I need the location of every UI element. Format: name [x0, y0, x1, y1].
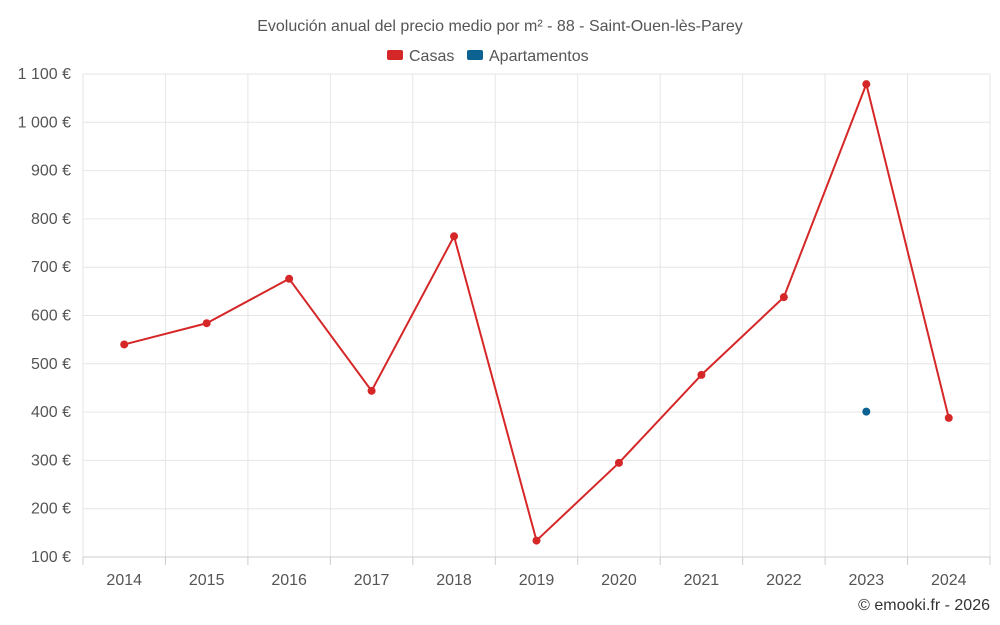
legend-label-apartamentos: Apartamentos [489, 48, 589, 65]
x-axis: 2014 2015 2016 2017 2018 2019 2020 2021 2022 2023… [82, 556, 991, 589]
data-point-casas [944, 413, 953, 422]
x-tick-label: 2024 [931, 572, 967, 589]
y-tick-label: 100 € [31, 549, 71, 566]
y-tick-label: 1 100 € [18, 66, 71, 83]
x-tick-label: 2016 [271, 572, 307, 589]
x-tick-label: 2023 [849, 572, 885, 589]
y-tick-label: 200 € [31, 501, 71, 518]
legend-swatch-apartamentos [467, 50, 483, 60]
x-tick-label: 2022 [766, 572, 802, 589]
data-point-casas [697, 370, 706, 379]
y-tick-label: 900 € [31, 163, 71, 180]
y-tick-label: 400 € [31, 404, 71, 421]
y-tick-label: 700 € [31, 259, 71, 276]
y-tick-label: 500 € [31, 356, 71, 373]
y-axis: 100 € 200 € 300 € 400 € 500 € 600 € 700 € 800 €… [18, 66, 71, 566]
data-point-casas [367, 386, 376, 395]
y-tick-label: 800 € [31, 211, 71, 228]
data-point-casas [614, 458, 623, 467]
grid [82, 73, 991, 557]
data-point-casas [779, 293, 788, 302]
data-point-casas [285, 274, 294, 283]
data-point-casas [120, 340, 129, 349]
y-tick-label: 600 € [31, 308, 71, 325]
y-tick-label: 1 000 € [18, 114, 71, 131]
data-point-apartamentos [862, 407, 871, 416]
data-point-casas [862, 80, 871, 89]
data-point-casas [450, 232, 459, 241]
x-tick-label: 2021 [684, 572, 720, 589]
legend-swatch-casas [387, 50, 403, 60]
legend: Casas Apartamentos [387, 48, 589, 65]
legend-label-casas: Casas [409, 48, 454, 65]
x-tick-label: 2017 [354, 572, 390, 589]
data-point-casas [532, 536, 541, 545]
x-tick-label: 2018 [436, 572, 472, 589]
data-point-casas [202, 319, 211, 328]
y-tick-label: 300 € [31, 452, 71, 469]
x-tick-label: 2015 [189, 572, 225, 589]
x-tick-label: 2019 [519, 572, 555, 589]
x-tick-label: 2020 [601, 572, 637, 589]
x-tick-label: 2014 [106, 572, 142, 589]
credit-text: © emooki.fr - 2026 [858, 597, 990, 614]
series-layer [120, 80, 953, 545]
chart-title: Evolución anual del precio medio por m² … [257, 18, 743, 35]
